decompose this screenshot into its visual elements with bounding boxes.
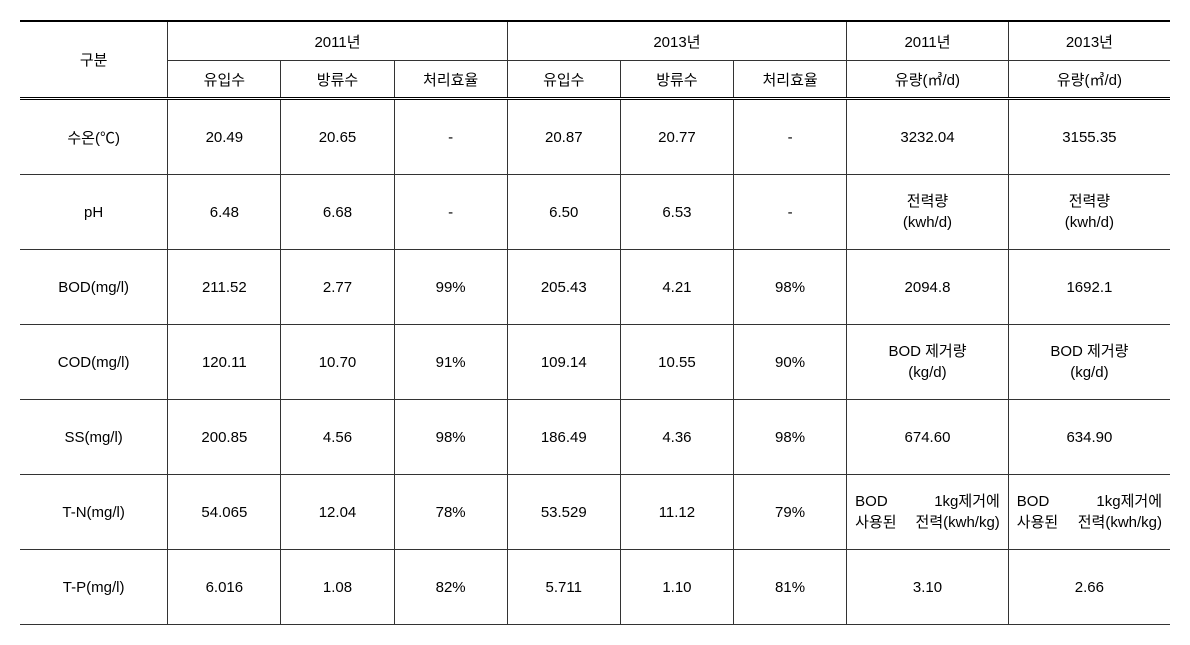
row-name: COD(mg/l) bbox=[20, 325, 168, 400]
th-flow2013: 유량(㎥/d) bbox=[1008, 61, 1170, 99]
cell-2011-effluent: 1.08 bbox=[281, 550, 394, 625]
cell-2011-efficiency: - bbox=[394, 99, 507, 175]
cell-2011-efficiency: 78% bbox=[394, 475, 507, 550]
row-name: T-N(mg/l) bbox=[20, 475, 168, 550]
th-2013-efficiency: 처리효율 bbox=[733, 61, 846, 99]
cell-right-2011: BOD 제거량(kg/d) bbox=[847, 325, 1009, 400]
cell-right-2013: 1692.1 bbox=[1008, 250, 1170, 325]
cell-2011-influent: 6.016 bbox=[168, 550, 281, 625]
row-name: BOD(mg/l) bbox=[20, 250, 168, 325]
table-row: pH6.486.68-6.506.53-전력량(kwh/d)전력량(kwh/d) bbox=[20, 175, 1170, 250]
th-flow2013-top: 2013년 bbox=[1008, 21, 1170, 61]
cell-2011-effluent: 20.65 bbox=[281, 99, 394, 175]
cell-2011-efficiency: - bbox=[394, 175, 507, 250]
cell-2011-effluent: 12.04 bbox=[281, 475, 394, 550]
cell-right-2013: 3155.35 bbox=[1008, 99, 1170, 175]
cell-right-2013: 전력량(kwh/d) bbox=[1008, 175, 1170, 250]
cell-2013-influent: 6.50 bbox=[507, 175, 620, 250]
table-body: 수온(℃)20.4920.65-20.8720.77-3232.043155.3… bbox=[20, 99, 1170, 625]
row-name: SS(mg/l) bbox=[20, 400, 168, 475]
th-2011-influent: 유입수 bbox=[168, 61, 281, 99]
cell-right-2013: 2.66 bbox=[1008, 550, 1170, 625]
th-2011: 2011년 bbox=[168, 21, 507, 61]
cell-right-2013: BOD 제거량(kg/d) bbox=[1008, 325, 1170, 400]
cell-2013-effluent: 11.12 bbox=[620, 475, 733, 550]
row-name: 수온(℃) bbox=[20, 99, 168, 175]
cell-2011-influent: 211.52 bbox=[168, 250, 281, 325]
table-row: COD(mg/l)120.1110.7091%109.1410.5590%BOD… bbox=[20, 325, 1170, 400]
cell-2013-effluent: 20.77 bbox=[620, 99, 733, 175]
th-2011-efficiency: 처리효율 bbox=[394, 61, 507, 99]
th-rowlabel: 구분 bbox=[20, 21, 168, 99]
cell-2011-effluent: 6.68 bbox=[281, 175, 394, 250]
cell-2013-influent: 186.49 bbox=[507, 400, 620, 475]
table-head: 구분 2011년 2013년 2011년 2013년 유입수 방류수 처리효율 … bbox=[20, 21, 1170, 99]
cell-2013-influent: 20.87 bbox=[507, 99, 620, 175]
th-2013-effluent: 방류수 bbox=[620, 61, 733, 99]
cell-2011-influent: 200.85 bbox=[168, 400, 281, 475]
th-2011-effluent: 방류수 bbox=[281, 61, 394, 99]
cell-2013-effluent: 10.55 bbox=[620, 325, 733, 400]
cell-2013-influent: 205.43 bbox=[507, 250, 620, 325]
cell-2013-effluent: 4.36 bbox=[620, 400, 733, 475]
cell-right-2011: 3.10 bbox=[847, 550, 1009, 625]
cell-2013-efficiency: - bbox=[733, 175, 846, 250]
cell-2011-effluent: 4.56 bbox=[281, 400, 394, 475]
cell-2011-efficiency: 82% bbox=[394, 550, 507, 625]
th-flow2011: 유량(㎥/d) bbox=[847, 61, 1009, 99]
cell-2013-efficiency: 98% bbox=[733, 250, 846, 325]
cell-right-2011: BOD 1kg제거에 사용된 전력(kwh/kg) bbox=[847, 475, 1009, 550]
th-2013: 2013년 bbox=[507, 21, 846, 61]
cell-2011-efficiency: 98% bbox=[394, 400, 507, 475]
cell-2013-efficiency: 90% bbox=[733, 325, 846, 400]
th-2013-influent: 유입수 bbox=[507, 61, 620, 99]
cell-2013-efficiency: 79% bbox=[733, 475, 846, 550]
cell-2011-influent: 6.48 bbox=[168, 175, 281, 250]
cell-2013-effluent: 6.53 bbox=[620, 175, 733, 250]
cell-2011-influent: 20.49 bbox=[168, 99, 281, 175]
cell-right-2013: 634.90 bbox=[1008, 400, 1170, 475]
cell-right-2011: 674.60 bbox=[847, 400, 1009, 475]
cell-2011-efficiency: 99% bbox=[394, 250, 507, 325]
cell-right-2011: 2094.8 bbox=[847, 250, 1009, 325]
cell-2013-influent: 53.529 bbox=[507, 475, 620, 550]
cell-right-2011: 3232.04 bbox=[847, 99, 1009, 175]
cell-2013-influent: 5.711 bbox=[507, 550, 620, 625]
cell-2013-effluent: 1.10 bbox=[620, 550, 733, 625]
row-name: T-P(mg/l) bbox=[20, 550, 168, 625]
table-row: T-N(mg/l)54.06512.0478%53.52911.1279%BOD… bbox=[20, 475, 1170, 550]
th-flow2011-top: 2011년 bbox=[847, 21, 1009, 61]
cell-right-2011: 전력량(kwh/d) bbox=[847, 175, 1009, 250]
cell-2011-efficiency: 91% bbox=[394, 325, 507, 400]
cell-2011-influent: 54.065 bbox=[168, 475, 281, 550]
cell-2013-influent: 109.14 bbox=[507, 325, 620, 400]
cell-2011-effluent: 10.70 bbox=[281, 325, 394, 400]
cell-2013-efficiency: - bbox=[733, 99, 846, 175]
cell-2013-effluent: 4.21 bbox=[620, 250, 733, 325]
table-row: 수온(℃)20.4920.65-20.8720.77-3232.043155.3… bbox=[20, 99, 1170, 175]
cell-right-2013: BOD 1kg제거에 사용된 전력(kwh/kg) bbox=[1008, 475, 1170, 550]
row-name: pH bbox=[20, 175, 168, 250]
table-row: SS(mg/l)200.854.5698%186.494.3698%674.60… bbox=[20, 400, 1170, 475]
cell-2011-influent: 120.11 bbox=[168, 325, 281, 400]
table-row: T-P(mg/l)6.0161.0882%5.7111.1081%3.102.6… bbox=[20, 550, 1170, 625]
table-row: BOD(mg/l)211.522.7799%205.434.2198%2094.… bbox=[20, 250, 1170, 325]
data-table: 구분 2011년 2013년 2011년 2013년 유입수 방류수 처리효율 … bbox=[20, 20, 1170, 625]
cell-2013-efficiency: 81% bbox=[733, 550, 846, 625]
cell-2013-efficiency: 98% bbox=[733, 400, 846, 475]
cell-2011-effluent: 2.77 bbox=[281, 250, 394, 325]
